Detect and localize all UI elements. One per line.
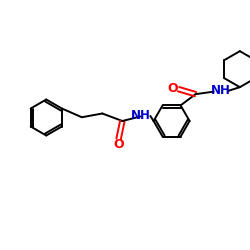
Text: O: O	[113, 138, 124, 151]
Text: NH: NH	[211, 84, 231, 97]
Text: O: O	[168, 82, 178, 95]
Text: NH: NH	[131, 109, 151, 122]
